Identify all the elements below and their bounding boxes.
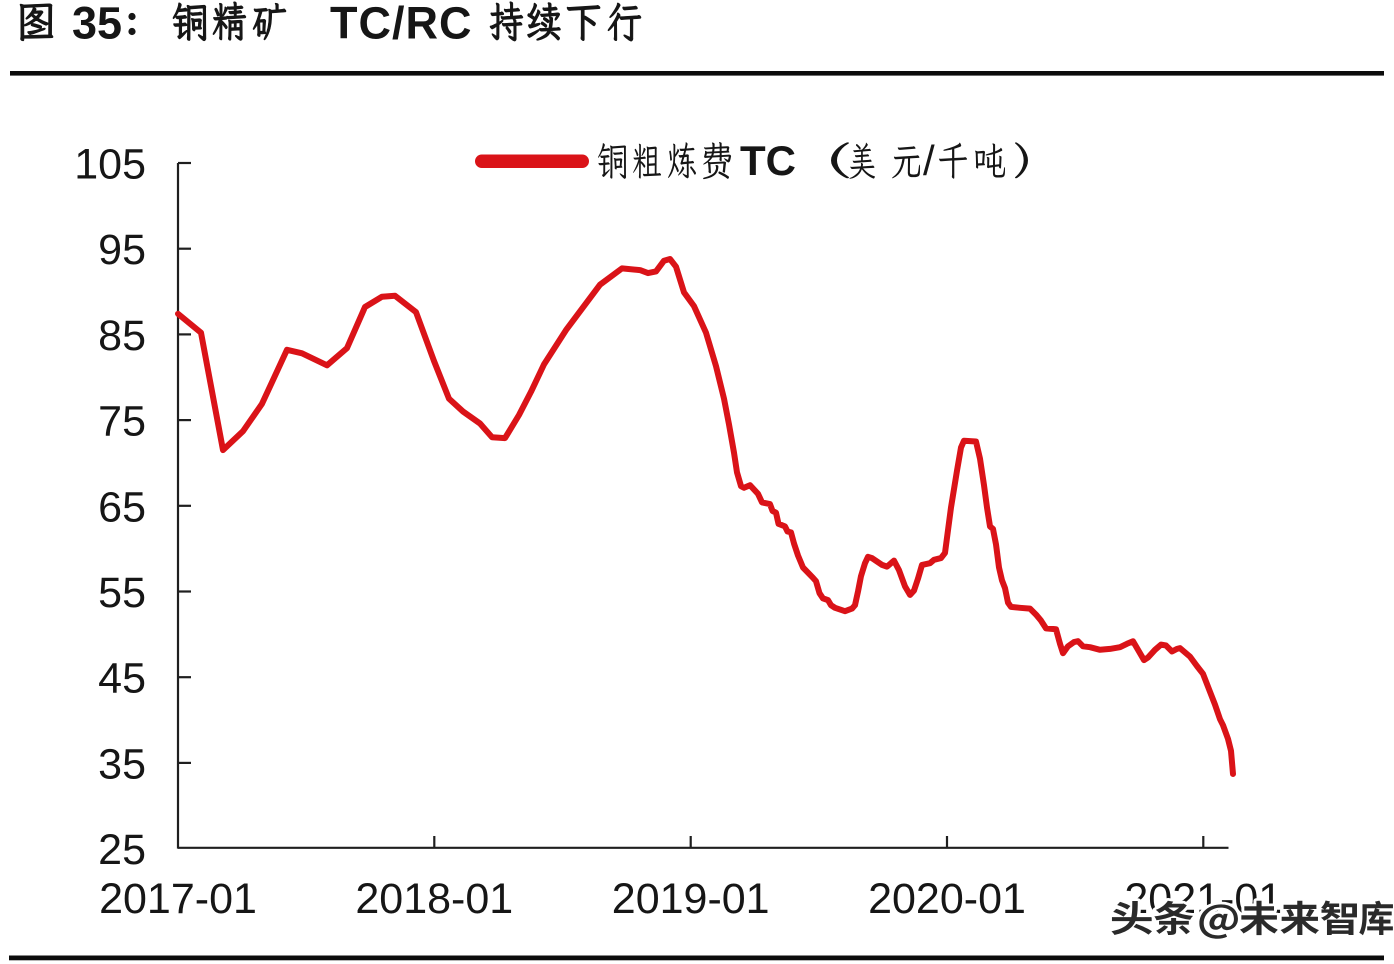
svg-text:75: 75 [98,398,146,446]
svg-text:55: 55 [98,569,146,617]
svg-text:45: 45 [98,655,146,703]
svg-text:25: 25 [98,826,146,874]
svg-text:2017-01: 2017-01 [99,875,257,923]
svg-text:105: 105 [74,141,146,189]
svg-text:2020-01: 2020-01 [868,875,1026,923]
svg-text:35: 35 [98,740,146,788]
svg-text:/: / [923,137,935,184]
svg-text:35: 35 [72,0,122,49]
svg-text:TC/RC: TC/RC [330,0,472,49]
svg-text:2018-01: 2018-01 [355,875,513,923]
svg-text:95: 95 [98,226,146,274]
svg-text:85: 85 [98,312,146,360]
svg-text:2019-01: 2019-01 [612,875,770,923]
svg-text:65: 65 [98,483,146,531]
svg-text:TC: TC [740,137,796,184]
